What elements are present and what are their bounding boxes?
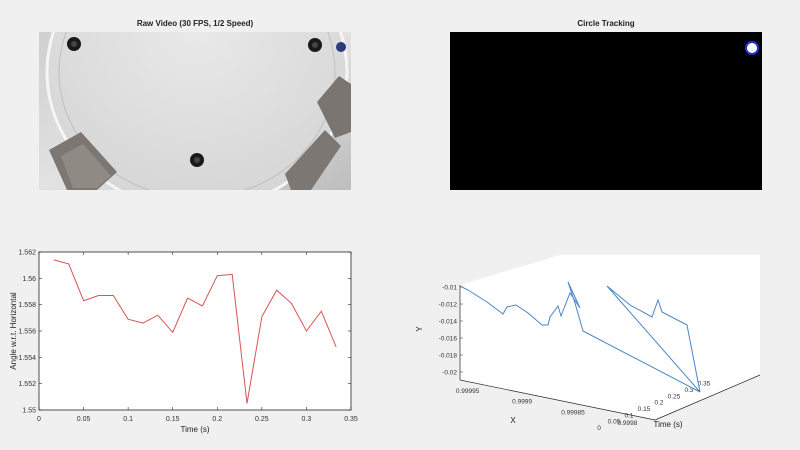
- x-tick-label: 0.9999: [512, 399, 532, 406]
- x-tick-label: 0.9998: [617, 420, 637, 427]
- raw-video-image: [39, 0, 351, 212]
- tracked-circle-marker: [745, 41, 759, 55]
- x-tick-label: 0.3: [302, 416, 312, 423]
- time-tick-label: 0.2: [654, 400, 663, 407]
- x-tick-label: 0.15: [166, 416, 180, 423]
- y-tick-label: 1.55: [22, 408, 36, 415]
- x-axis-label: X: [510, 416, 516, 425]
- y-tick-label: -0.014: [439, 319, 458, 326]
- y-tick-label: 1.552: [18, 381, 36, 388]
- x-tick-label: 0.35: [344, 416, 358, 423]
- y-tick-label: -0.016: [439, 336, 458, 343]
- time-tick-label: 0.05: [608, 419, 621, 426]
- angle-plot: 0 0.05 0.1 0.15 0.2 0.25 0.3 0.35 1.55 1.552 1.554…: [9, 250, 358, 435]
- tracking-title: Circle Tracking: [577, 19, 635, 28]
- time-tick-label: 0.25: [668, 393, 681, 400]
- trajectory-series-line: [459, 281, 701, 393]
- axis-edge: [459, 379, 656, 421]
- y-axis-label: Angle w.r.t. Horizontal: [9, 292, 18, 370]
- raw-video-frame: [39, 0, 351, 212]
- x-tick-label: 0.25: [255, 416, 269, 423]
- angle-series-line: [53, 259, 337, 404]
- time-tick-label: 0.35: [698, 381, 711, 388]
- tracking-frame: [450, 32, 762, 190]
- x-axis-label: Time (s): [180, 425, 209, 434]
- y-axis-label: Y: [415, 326, 424, 332]
- y-tick-label: -0.018: [439, 353, 458, 360]
- y-tick-label: -0.01: [442, 285, 457, 292]
- y-tick-label: 1.562: [18, 250, 36, 257]
- y-tick-label: 1.556: [18, 329, 36, 336]
- time-tick-label: 0: [597, 425, 601, 432]
- x-tick-label: 0.05: [77, 416, 91, 423]
- trajectory-3d-plot: -0.01 -0.012 -0.014 -0.016 -0.018 -0.02 0.9999…: [415, 255, 761, 432]
- y-tick-label: 1.554: [18, 355, 36, 362]
- x-tick-label: 0: [37, 416, 41, 423]
- axis-edge: [654, 374, 761, 421]
- time-tick-label: 0.3: [684, 387, 693, 394]
- video-title: Raw Video (30 FPS, 1/2 Speed): [136, 19, 254, 28]
- time-tick-label: 0.1: [624, 412, 633, 419]
- back-wall-left: [460, 255, 560, 380]
- plot-area: [38, 251, 352, 411]
- y-tick-label: 1.56: [22, 276, 36, 283]
- y-tick-label: 1.558: [18, 302, 36, 309]
- x-tick-label: 0.2: [212, 416, 222, 423]
- time-tick-label: 0.15: [638, 406, 651, 413]
- time-axis-label: Time (s): [653, 420, 682, 429]
- x-tick-label: 0.99995: [456, 388, 480, 395]
- y-tick-label: -0.02: [442, 370, 457, 377]
- x-tick-label: 0.1: [123, 416, 133, 423]
- x-tick-label: 0.99985: [561, 409, 585, 416]
- floor-plane: [460, 338, 760, 420]
- y-tick-label: -0.012: [439, 302, 458, 309]
